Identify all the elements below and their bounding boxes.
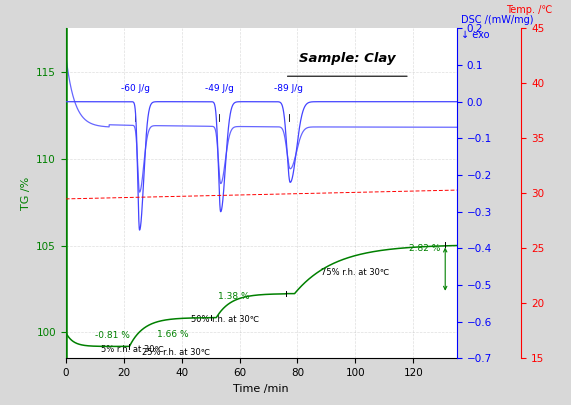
Y-axis label: TG /%: TG /% [21,177,30,210]
Text: Temp. /℃: Temp. /℃ [506,5,552,15]
Text: 5% r.h. at 30℃: 5% r.h. at 30℃ [101,345,164,354]
Text: 2.82 %: 2.82 % [409,244,441,253]
Text: -60 J/g: -60 J/g [120,83,150,93]
Text: ↓ exo: ↓ exo [461,30,489,40]
Text: Sample: Clay: Sample: Clay [299,51,396,64]
Text: -49 J/g: -49 J/g [205,83,234,93]
Text: 25% r.h. at 30℃: 25% r.h. at 30℃ [142,347,210,357]
X-axis label: Time /min: Time /min [234,384,289,394]
Text: 1.38 %: 1.38 % [218,292,250,301]
Text: 50% r.h. at 30℃: 50% r.h. at 30℃ [191,315,259,324]
Text: DSC /(mW/mg): DSC /(mW/mg) [461,15,533,25]
Text: -89 J/g: -89 J/g [274,83,303,93]
Text: 1.66 %: 1.66 % [157,330,188,339]
Text: 75% r.h. at 30℃: 75% r.h. at 30℃ [321,268,389,277]
Text: -0.81 %: -0.81 % [95,331,130,340]
